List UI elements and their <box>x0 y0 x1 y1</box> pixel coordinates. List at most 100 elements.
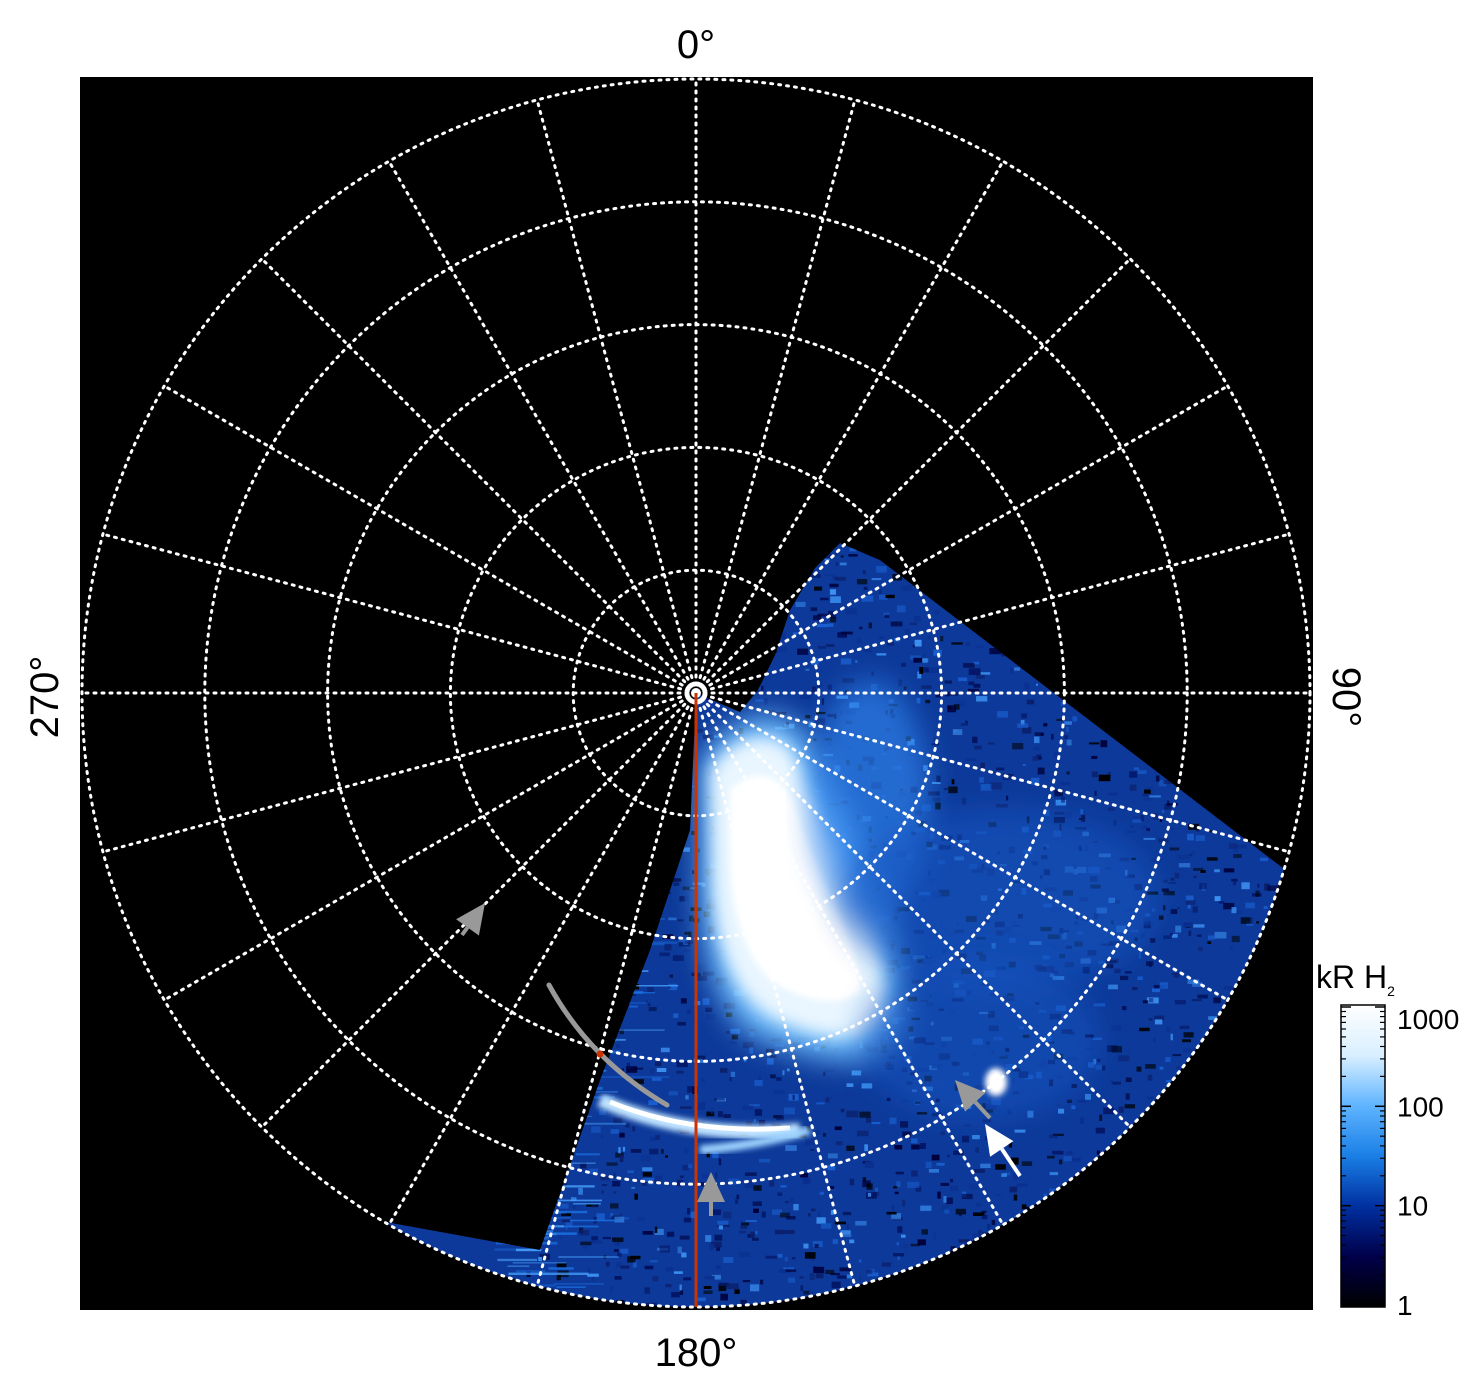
noise-pixel <box>1127 830 1136 833</box>
noise-pixel <box>952 729 963 735</box>
noise-pixel <box>764 697 768 705</box>
noise-pixel <box>1071 1157 1081 1162</box>
noise-pixel <box>1187 979 1200 984</box>
noise-pixel <box>704 1275 715 1280</box>
noise-pixel <box>1081 814 1086 822</box>
streak-pixel <box>550 1199 602 1202</box>
noise-pixel <box>818 646 826 649</box>
noise-pixel <box>1047 1155 1055 1159</box>
noise-pixel <box>717 1224 730 1227</box>
noise-pixel <box>1137 770 1147 774</box>
noise-pixel <box>831 1281 841 1289</box>
noise-pixel <box>591 1236 598 1241</box>
noise-pixel <box>671 878 682 882</box>
noise-pixel <box>1299 1312 1309 1314</box>
noise-pixel <box>1095 1127 1105 1134</box>
noise-pixel <box>1159 982 1168 989</box>
noise-pixel <box>1197 994 1208 999</box>
noise-pixel <box>858 1259 862 1263</box>
noise-pixel <box>665 1267 673 1272</box>
noise-pixel <box>932 797 941 802</box>
noise-pixel <box>635 1179 644 1183</box>
noise-pixel <box>943 1196 947 1203</box>
noise-pixel <box>1198 947 1203 952</box>
noise-pixel <box>936 1162 945 1166</box>
noise-pixel <box>848 554 858 557</box>
noise-pixel <box>943 788 948 791</box>
grid-spoke <box>694 532 1291 695</box>
noise-pixel <box>651 1077 662 1081</box>
noise-pixel <box>1233 848 1239 853</box>
noise-pixel <box>1206 857 1218 861</box>
noise-pixel <box>1125 1093 1130 1100</box>
noise-pixel <box>827 1153 838 1159</box>
noise-pixel <box>676 1070 684 1074</box>
noise-pixel <box>799 695 811 700</box>
noise-pixel <box>1185 899 1196 905</box>
noise-pixel <box>659 952 670 957</box>
noise-pixel <box>864 647 872 653</box>
streak-pixel <box>557 1185 595 1188</box>
noise-pixel <box>616 1044 621 1048</box>
noise-pixel <box>741 1222 750 1226</box>
noise-pixel <box>884 614 890 618</box>
noise-pixel <box>1214 869 1220 873</box>
noise-pixel <box>625 1122 630 1128</box>
noise-pixel <box>715 1172 718 1179</box>
noise-pixel <box>830 1210 835 1215</box>
noise-pixel <box>1163 891 1175 896</box>
noise-pixel <box>840 658 852 665</box>
noise-pixel <box>752 1237 759 1241</box>
noise-pixel <box>755 699 764 702</box>
noise-pixel <box>747 1234 751 1238</box>
noise-pixel <box>1189 854 1193 857</box>
noise-pixel <box>1147 1096 1154 1100</box>
noise-pixel <box>832 1239 838 1244</box>
noise-pixel <box>1132 816 1142 820</box>
noise-pixel <box>919 667 923 674</box>
noise-pixel <box>802 1177 811 1185</box>
noise-pixel <box>902 1131 911 1137</box>
noise-pixel <box>1154 1019 1163 1025</box>
grid-spoke <box>694 691 1005 1227</box>
noise-pixel <box>889 1117 897 1125</box>
noise-pixel <box>903 686 907 690</box>
noise-pixel <box>758 1119 766 1127</box>
noise-pixel <box>927 636 930 639</box>
streak-pixel <box>548 1267 574 1270</box>
noise-pixel <box>541 1236 550 1240</box>
noise-pixel <box>685 1095 689 1100</box>
noise-pixel <box>810 1148 815 1151</box>
angle-label-90: 90° <box>1324 667 1368 728</box>
noise-pixel <box>835 1141 843 1146</box>
noise-pixel <box>867 1272 879 1277</box>
noise-pixel <box>816 1102 825 1105</box>
noise-pixel <box>792 1094 795 1100</box>
noise-pixel <box>679 1106 692 1109</box>
noise-pixel <box>649 1260 658 1263</box>
noise-pixel <box>753 1185 762 1191</box>
noise-pixel <box>825 1097 830 1103</box>
noise-pixel <box>701 1078 706 1082</box>
noise-pixel <box>1218 901 1225 904</box>
noise-pixel <box>1093 1003 1106 1007</box>
noise-pixel <box>767 1058 774 1065</box>
noise-pixel <box>846 1145 855 1151</box>
noise-pixel <box>795 601 806 607</box>
noise-pixel <box>1193 875 1197 879</box>
noise-pixel <box>961 723 969 726</box>
noise-pixel <box>750 1232 755 1238</box>
noise-pixel <box>673 882 680 886</box>
noise-pixel <box>709 1209 721 1216</box>
arrow-shaft <box>973 1100 992 1120</box>
noise-pixel <box>602 1236 611 1240</box>
noise-pixel <box>613 1117 623 1124</box>
noise-pixel <box>702 1173 709 1179</box>
noise-pixel <box>863 586 868 590</box>
noise-pixel <box>912 644 915 648</box>
noise-pixel <box>744 1181 754 1189</box>
noise-pixel <box>614 1249 619 1252</box>
noise-pixel <box>830 616 837 623</box>
noise-pixel <box>1188 930 1192 937</box>
noise-pixel <box>890 621 903 627</box>
